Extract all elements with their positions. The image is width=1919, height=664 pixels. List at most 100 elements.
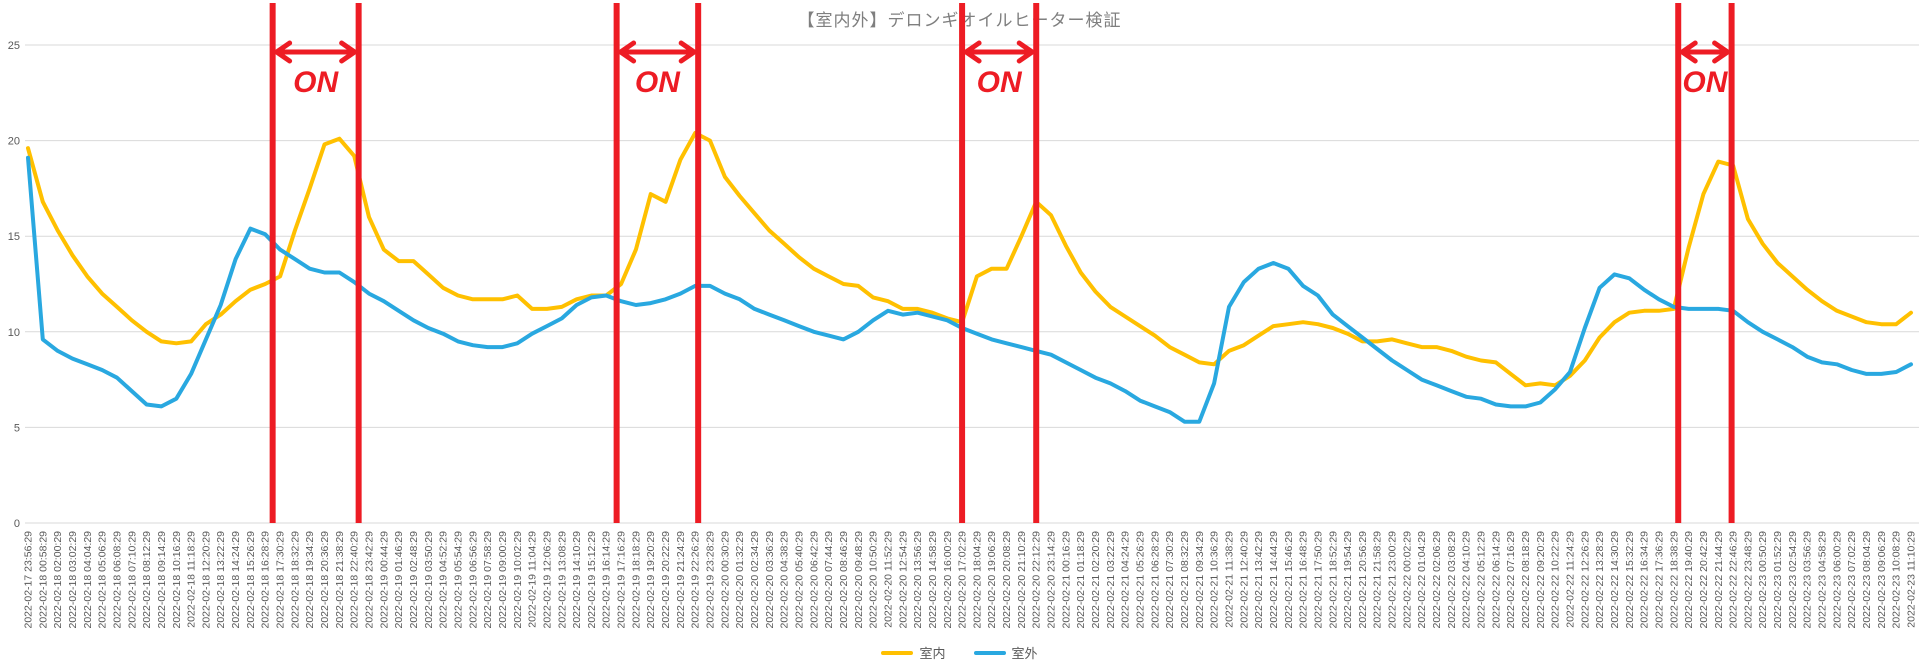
x-axis-tick-label: 2022-02-20 02:34:29	[749, 531, 761, 629]
outdoor-line-swatch	[973, 650, 1006, 655]
x-axis-tick-label: 2022-02-18 13:22:29	[215, 531, 227, 629]
x-axis-tick-label: 2022-02-18 12:20:29	[200, 531, 212, 629]
x-axis-tick-label: 2022-02-19 17:16:29	[616, 531, 628, 629]
x-axis-tick-label: 2022-02-22 09:20:29	[1535, 531, 1547, 629]
x-axis-tick-label: 2022-02-17 23:56:29	[23, 531, 35, 629]
x-axis-tick-label: 2022-02-19 05:54:29	[452, 531, 464, 629]
x-axis-tick-label: 2022-02-19 13:08:29	[556, 531, 568, 629]
x-axis-tick-label: 2022-02-21 11:38:29	[1223, 531, 1235, 628]
x-axis-tick-label: 2022-02-20 00:30:29	[719, 531, 731, 629]
x-axis-tick-label: 2022-02-21 02:20:29	[1090, 531, 1102, 629]
x-axis-tick-label: 2022-02-20 12:54:29	[897, 531, 909, 629]
x-axis-tick-label: 2022-02-23 04:58:29	[1817, 531, 1829, 629]
arrow-left-head-icon	[272, 40, 293, 64]
x-axis-tick-label: 2022-02-19 16:14:29	[601, 531, 613, 629]
x-axis-tick-label: 2022-02-20 11:52:29	[882, 531, 894, 628]
x-axis-tick-label: 2022-02-19 06:56:29	[467, 531, 479, 629]
x-axis-tick-label: 2022-02-20 09:48:29	[853, 531, 865, 629]
x-axis-tick-label: 2022-02-19 21:24:29	[675, 531, 687, 629]
x-axis-tick-label: 2022-02-19 04:52:29	[438, 531, 450, 629]
x-axis-tick-label: 2022-02-21 14:44:29	[1268, 531, 1280, 629]
x-axis-tick-label: 2022-02-20 13:56:29	[912, 531, 924, 629]
x-axis-tick-label: 2022-02-22 22:46:29	[1728, 531, 1740, 629]
x-axis-tick-label: 2022-02-22 15:32:29	[1624, 531, 1636, 629]
x-axis-tick-label: 2022-02-22 18:38:29	[1668, 531, 1680, 629]
x-axis-tick-label: 2022-02-21 19:54:29	[1342, 531, 1354, 629]
series-line-outdoor	[26, 155, 1913, 424]
x-axis-tick-label: 2022-02-19 20:22:29	[660, 531, 672, 629]
legend-label-outdoor: 室外	[1011, 646, 1038, 661]
x-axis-tick-label: 2022-02-22 11:24:29	[1564, 531, 1576, 628]
x-axis-tick-label: 2022-02-21 17:50:29	[1312, 531, 1324, 629]
x-axis-tick-label: 2022-02-22 17:36:29	[1653, 531, 1665, 629]
x-axis-tick-label: 2022-02-21 12:40:29	[1238, 531, 1250, 629]
x-axis-tick-label: 2022-02-18 19:34:29	[304, 531, 316, 629]
x-axis-tick-label: 2022-02-20 23:14:29	[1046, 531, 1058, 629]
x-axis-tick-label: 2022-02-18 23:42:29	[364, 531, 376, 629]
x-axis-tick-label: 2022-02-20 08:46:29	[838, 531, 850, 629]
x-axis-tick-label: 2022-02-18 18:32:29	[289, 531, 301, 629]
x-axis-tick-label: 2022-02-19 19:20:29	[645, 531, 657, 629]
x-axis-tick-label: 2022-02-21 18:52:29	[1327, 531, 1339, 629]
x-axis-tick-label: 2022-02-20 06:42:29	[808, 531, 820, 629]
x-axis-tick-label: 2022-02-21 21:58:29	[1372, 531, 1384, 629]
x-axis-tick-label: 2022-02-23 07:02:29	[1846, 531, 1858, 629]
x-axis-tick-label: 2022-02-21 04:24:29	[1120, 531, 1132, 629]
x-axis-tick-label: 2022-02-18 09:14:29	[156, 531, 168, 629]
x-axis-tick-label: 2022-02-22 13:28:29	[1594, 531, 1606, 629]
x-axis-tick-label: 2022-02-21 05:26:29	[1135, 531, 1147, 629]
x-axis-tick-label: 2022-02-22 03:08:29	[1446, 531, 1458, 629]
x-axis-tick-label: 2022-02-23 11:10:29	[1906, 531, 1918, 628]
x-axis-tick-label: 2022-02-21 01:18:29	[1075, 531, 1087, 629]
x-axis-tick-label: 2022-02-18 03:02:29	[67, 531, 79, 629]
x-axis-tick-label: 2022-02-20 18:04:29	[971, 531, 983, 629]
x-axis-tick-label: 2022-02-19 02:48:29	[408, 531, 420, 629]
x-axis-tick-label: 2022-02-22 23:48:29	[1742, 531, 1754, 629]
arrow-left-head-icon	[1677, 40, 1698, 64]
x-axis-tick-label: 2022-02-18 16:28:29	[260, 531, 272, 629]
x-axis-tick-label: 2022-02-21 08:32:29	[1179, 531, 1191, 629]
x-axis-tick-label: 2022-02-22 19:40:29	[1683, 531, 1695, 629]
legend-item-indoor: 室内	[881, 643, 946, 662]
x-axis-tick-label: 2022-02-19 11:04:29	[527, 531, 539, 628]
y-axis-tick-label: 10	[8, 327, 20, 339]
x-axis-tick-label: 2022-02-22 05:12:29	[1476, 531, 1488, 629]
y-axis-tick-label: 5	[14, 422, 20, 434]
series-line-indoor	[26, 131, 1913, 388]
on-period-label: ON	[1682, 66, 1728, 99]
chart-title: 【室内外】デロンギオイルヒーター検証	[0, 6, 1919, 31]
on-period-label: ON	[635, 66, 681, 99]
x-axis-tick-label: 2022-02-20 20:08:29	[1001, 531, 1013, 629]
x-axis-tick-label: 2022-02-20 19:06:29	[986, 531, 998, 629]
x-axis-tick-label: 2022-02-19 23:28:29	[705, 531, 717, 629]
x-axis-tick-label: 2022-02-19 18:18:29	[630, 531, 642, 629]
x-axis-tick-label: 2022-02-22 14:30:29	[1609, 531, 1621, 629]
on-period-label: ON	[293, 66, 339, 99]
x-axis-tick-label: 2022-02-19 07:58:29	[482, 531, 494, 629]
x-axis-tick-label: 2022-02-22 02:06:29	[1431, 531, 1443, 629]
x-axis-tick-label: 2022-02-19 15:12:29	[586, 531, 598, 629]
x-axis-tick-label: 2022-02-21 03:22:29	[1105, 531, 1117, 629]
arrow-right-head-icon	[1016, 40, 1037, 64]
x-axis-tick-label: 2022-02-22 16:34:29	[1639, 531, 1651, 629]
x-axis-tick-label: 2022-02-20 21:10:29	[1016, 531, 1028, 629]
x-axis-tick-label: 2022-02-20 07:44:29	[823, 531, 835, 629]
x-axis-tick-label: 2022-02-22 04:10:29	[1461, 531, 1473, 629]
x-axis-tick-label: 2022-02-21 23:00:29	[1387, 531, 1399, 629]
x-axis-tick-label: 2022-02-23 09:06:29	[1876, 531, 1888, 629]
x-axis-tick-label: 2022-02-18 07:10:29	[126, 531, 138, 629]
x-axis-tick-label: 2022-02-19 01:46:29	[393, 531, 405, 629]
x-axis-tick-label: 2022-02-18 00:58:29	[37, 531, 49, 629]
x-axis-tick-label: 2022-02-22 07:16:29	[1505, 531, 1517, 629]
x-axis-tick-label: 2022-02-23 01:52:29	[1772, 531, 1784, 629]
x-axis-tick-label: 2022-02-18 21:38:29	[334, 531, 346, 629]
x-axis-tick-label: 2022-02-20 17:02:29	[957, 531, 969, 629]
x-axis-tick-label: 2022-02-19 10:02:29	[512, 531, 524, 629]
x-axis-tick-label: 2022-02-22 12:26:29	[1579, 531, 1591, 629]
x-axis-tick-label: 2022-02-19 12:06:29	[541, 531, 553, 629]
x-axis-tick-label: 2022-02-18 04:04:29	[82, 531, 94, 629]
x-axis-tick-label: 2022-02-18 08:12:29	[141, 531, 153, 629]
indoor-line-swatch	[881, 650, 914, 655]
x-axis-tick-label: 2022-02-21 00:16:29	[1060, 531, 1072, 629]
